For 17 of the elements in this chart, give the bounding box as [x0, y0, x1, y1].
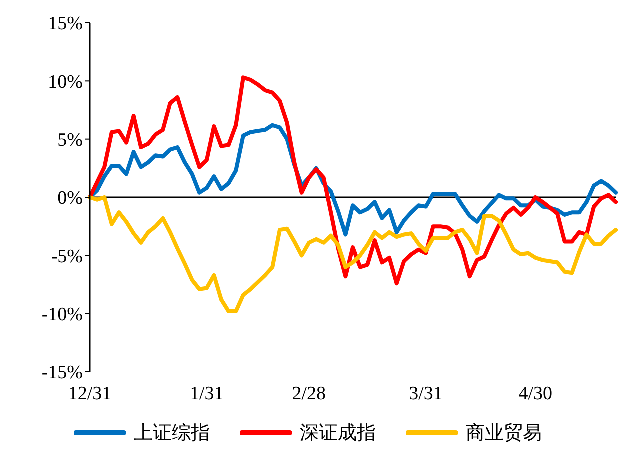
y-tick-label: -10% [42, 304, 84, 326]
x-tick-label: 2/28 [292, 383, 326, 404]
x-tick-label: 12/31 [68, 383, 112, 404]
y-tick-label: 15% [48, 14, 84, 35]
x-tick-label: 1/31 [190, 383, 224, 404]
x-tick-label: 4/30 [518, 383, 553, 404]
y-tick-label: -5% [51, 246, 84, 268]
legend-label: 深证成指 [300, 422, 376, 446]
legend-label: 商业贸易 [466, 422, 542, 446]
line-series [88, 76, 618, 286]
y-tick-label: 5% [58, 130, 84, 152]
y-tick-label: 10% [48, 72, 84, 93]
legend-label: 上证综指 [134, 422, 210, 446]
line-series [88, 196, 618, 314]
y-tick-label: 0% [58, 188, 84, 210]
x-tick-label: 3/31 [409, 383, 443, 404]
y-tick-label: -15% [42, 362, 84, 384]
